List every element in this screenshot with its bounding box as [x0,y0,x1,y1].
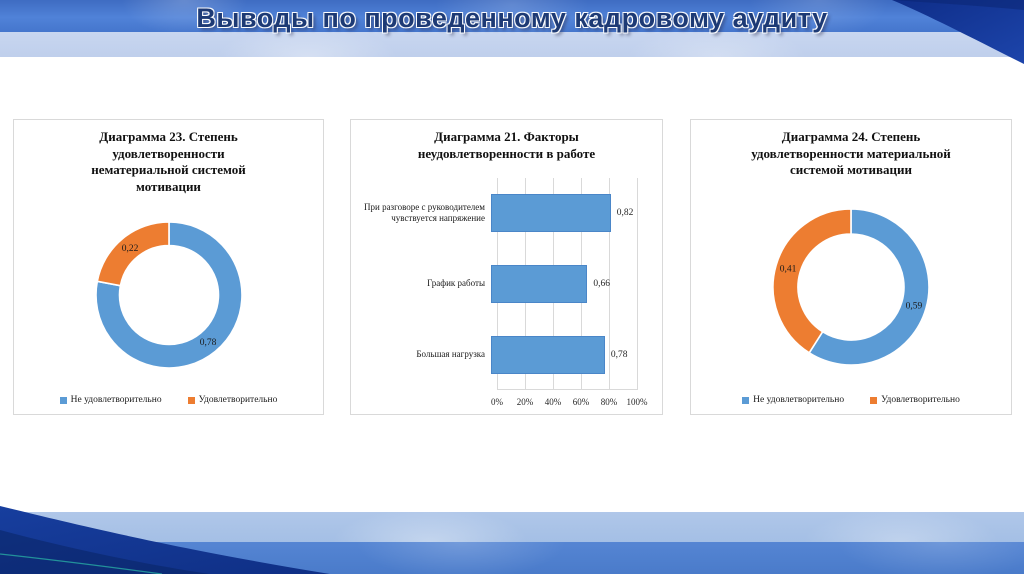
bar-0 [491,194,611,233]
bar-value-label: 0,82 [616,208,634,219]
chart-title-diagram23: Диаграмма 23. Степень удовлетворенности … [91,129,246,194]
chart-title-diagram21: Диаграмма 21. Факторы неудовлетворенност… [417,129,596,161]
bar-value-label: 0,66 [593,279,610,289]
legend-item: Удовлетворительно [187,395,278,405]
bar-row: График работы 0,66 [359,249,637,320]
bar-1 [491,265,588,303]
x-tick-label: 80% [600,397,618,407]
legend-item: Не удовлетворительно [59,395,162,405]
x-axis-ticks: 0% 20% 40% 60% 80% 100% [491,392,648,412]
legend-swatch-icon [59,396,67,404]
donut-svg-diagram24: 0,59 0,41 [772,207,930,366]
bar-row: Большая нагрузка 0,78 [359,319,637,390]
bar-track: 0,78 [491,319,637,390]
donut-chart-diagram23: 0,78 0,22 [14,195,323,395]
legend-swatch-icon [870,396,878,404]
category-label: Большая нагрузка [416,348,485,359]
legend-label: Удовлетворительно [881,395,960,405]
category-label: График работы [427,278,485,289]
bar-2 [491,335,605,374]
x-axis-line [497,389,637,390]
legend-item: Не удовлетворительно [742,395,844,405]
header-band-light [0,32,1024,57]
footer-band-light [0,512,1024,542]
donut-chart-diagram24: 0,59 0,41 [691,179,1011,396]
legend-label: Удовлетворительно [198,395,278,405]
slide-title: Выводы по проведенному кадровому аудиту [196,3,828,33]
x-tick-label: 100% [626,397,648,407]
donut-value-label: 0,78 [199,338,216,348]
legend-label: Не удовлетворительно [70,395,162,405]
donut-svg-diagram23: 0,78 0,22 [94,221,243,369]
legend-label: Не удовлетворительно [753,395,845,405]
bar-rows: При разговоре с руководителем чувствуетс… [359,178,637,390]
donut-value-label: 0,41 [780,264,797,274]
legend-swatch-icon [187,396,195,404]
gridline [637,178,638,390]
bar-track: 0,82 [491,178,637,249]
chart-title-diagram24: Диаграмма 24. Степень удовлетворенности … [751,129,951,177]
top-right-swoosh [892,0,1024,64]
chart-legend-diagram23: Не удовлетворительно Удовлетворительно [18,395,319,405]
legend-swatch-icon [742,396,750,404]
x-tick-label: 20% [516,397,534,407]
donut-segment-0 [808,207,930,366]
donut-segment-1 [95,221,170,287]
bar-chart-diagram21: При разговоре с руководителем чувствуетс… [359,176,654,412]
donut-segment-1 [772,207,852,354]
x-tick-label: 40% [544,397,562,407]
gridline [609,178,610,390]
x-tick-label: 60% [572,397,590,407]
bar-row: При разговоре с руководителем чувствуетс… [359,178,637,249]
bar-value-label: 0,78 [610,349,628,360]
chart-card-diagram21: Диаграмма 21. Факторы неудовлетворенност… [350,119,663,415]
bottom-left-swoosh [0,506,330,574]
legend-item: Удовлетворительно [870,395,960,405]
chart-card-diagram23: Диаграмма 23. Степень удовлетворенности … [13,119,324,415]
donut-segment-0 [94,221,243,369]
chart-card-diagram24: Диаграмма 24. Степень удовлетворенности … [690,119,1012,415]
chart-legend-diagram24: Не удовлетворительно Удовлетворительно [695,395,1007,405]
bar-track: 0,66 [491,249,637,320]
donut-value-label: 0,22 [121,244,138,254]
donut-value-label: 0,59 [906,301,923,311]
header-band-blue [0,0,1024,32]
x-tick-label: 0% [491,397,503,407]
category-label: При разговоре с руководителем чувствуетс… [364,201,485,224]
